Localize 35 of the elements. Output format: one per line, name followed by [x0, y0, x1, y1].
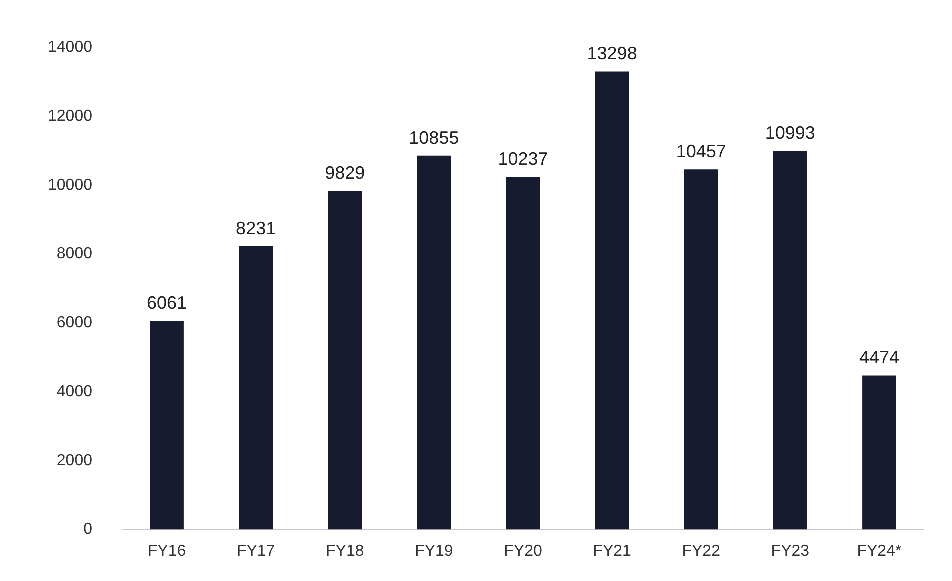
x-tick-label: FY17 [236, 542, 276, 560]
bar [684, 170, 718, 530]
y-tick-label: 12000 [48, 108, 93, 125]
y-tick-label: 6000 [56, 314, 93, 332]
data-label: 10237 [498, 149, 548, 170]
y-tick-label: 10000 [48, 176, 93, 194]
data-label: 6061 [146, 293, 188, 314]
y-tick-label: 0 [84, 521, 93, 538]
data-label: 10993 [765, 123, 816, 144]
data-label: 4474 [859, 348, 900, 368]
bar [595, 72, 630, 530]
x-tick-label: FY19 [415, 542, 454, 560]
x-tick-label: FY20 [504, 542, 542, 560]
bar [773, 151, 808, 530]
y-tick-label: 4000 [56, 383, 93, 400]
bar [417, 156, 452, 530]
x-tick-label: FY21 [593, 542, 632, 560]
x-tick-label: FY16 [148, 542, 186, 560]
data-label: 10855 [409, 128, 460, 148]
bar [150, 321, 184, 530]
bar [239, 246, 273, 530]
x-tick-label: FY22 [682, 542, 721, 560]
y-tick-label: 2000 [56, 452, 93, 470]
data-label: 10457 [676, 142, 726, 162]
data-label: 13298 [587, 44, 638, 64]
bar [328, 191, 362, 530]
x-tick-label: FY24* [857, 542, 902, 560]
x-tick-label: FY23 [771, 542, 810, 560]
data-label: 9829 [325, 163, 366, 184]
data-label: 8231 [236, 218, 276, 238]
bar [862, 376, 896, 530]
bar [506, 177, 540, 530]
y-tick-label: 8000 [56, 246, 93, 263]
y-tick-label: 14000 [48, 39, 93, 56]
x-tick-label: FY18 [326, 542, 364, 560]
